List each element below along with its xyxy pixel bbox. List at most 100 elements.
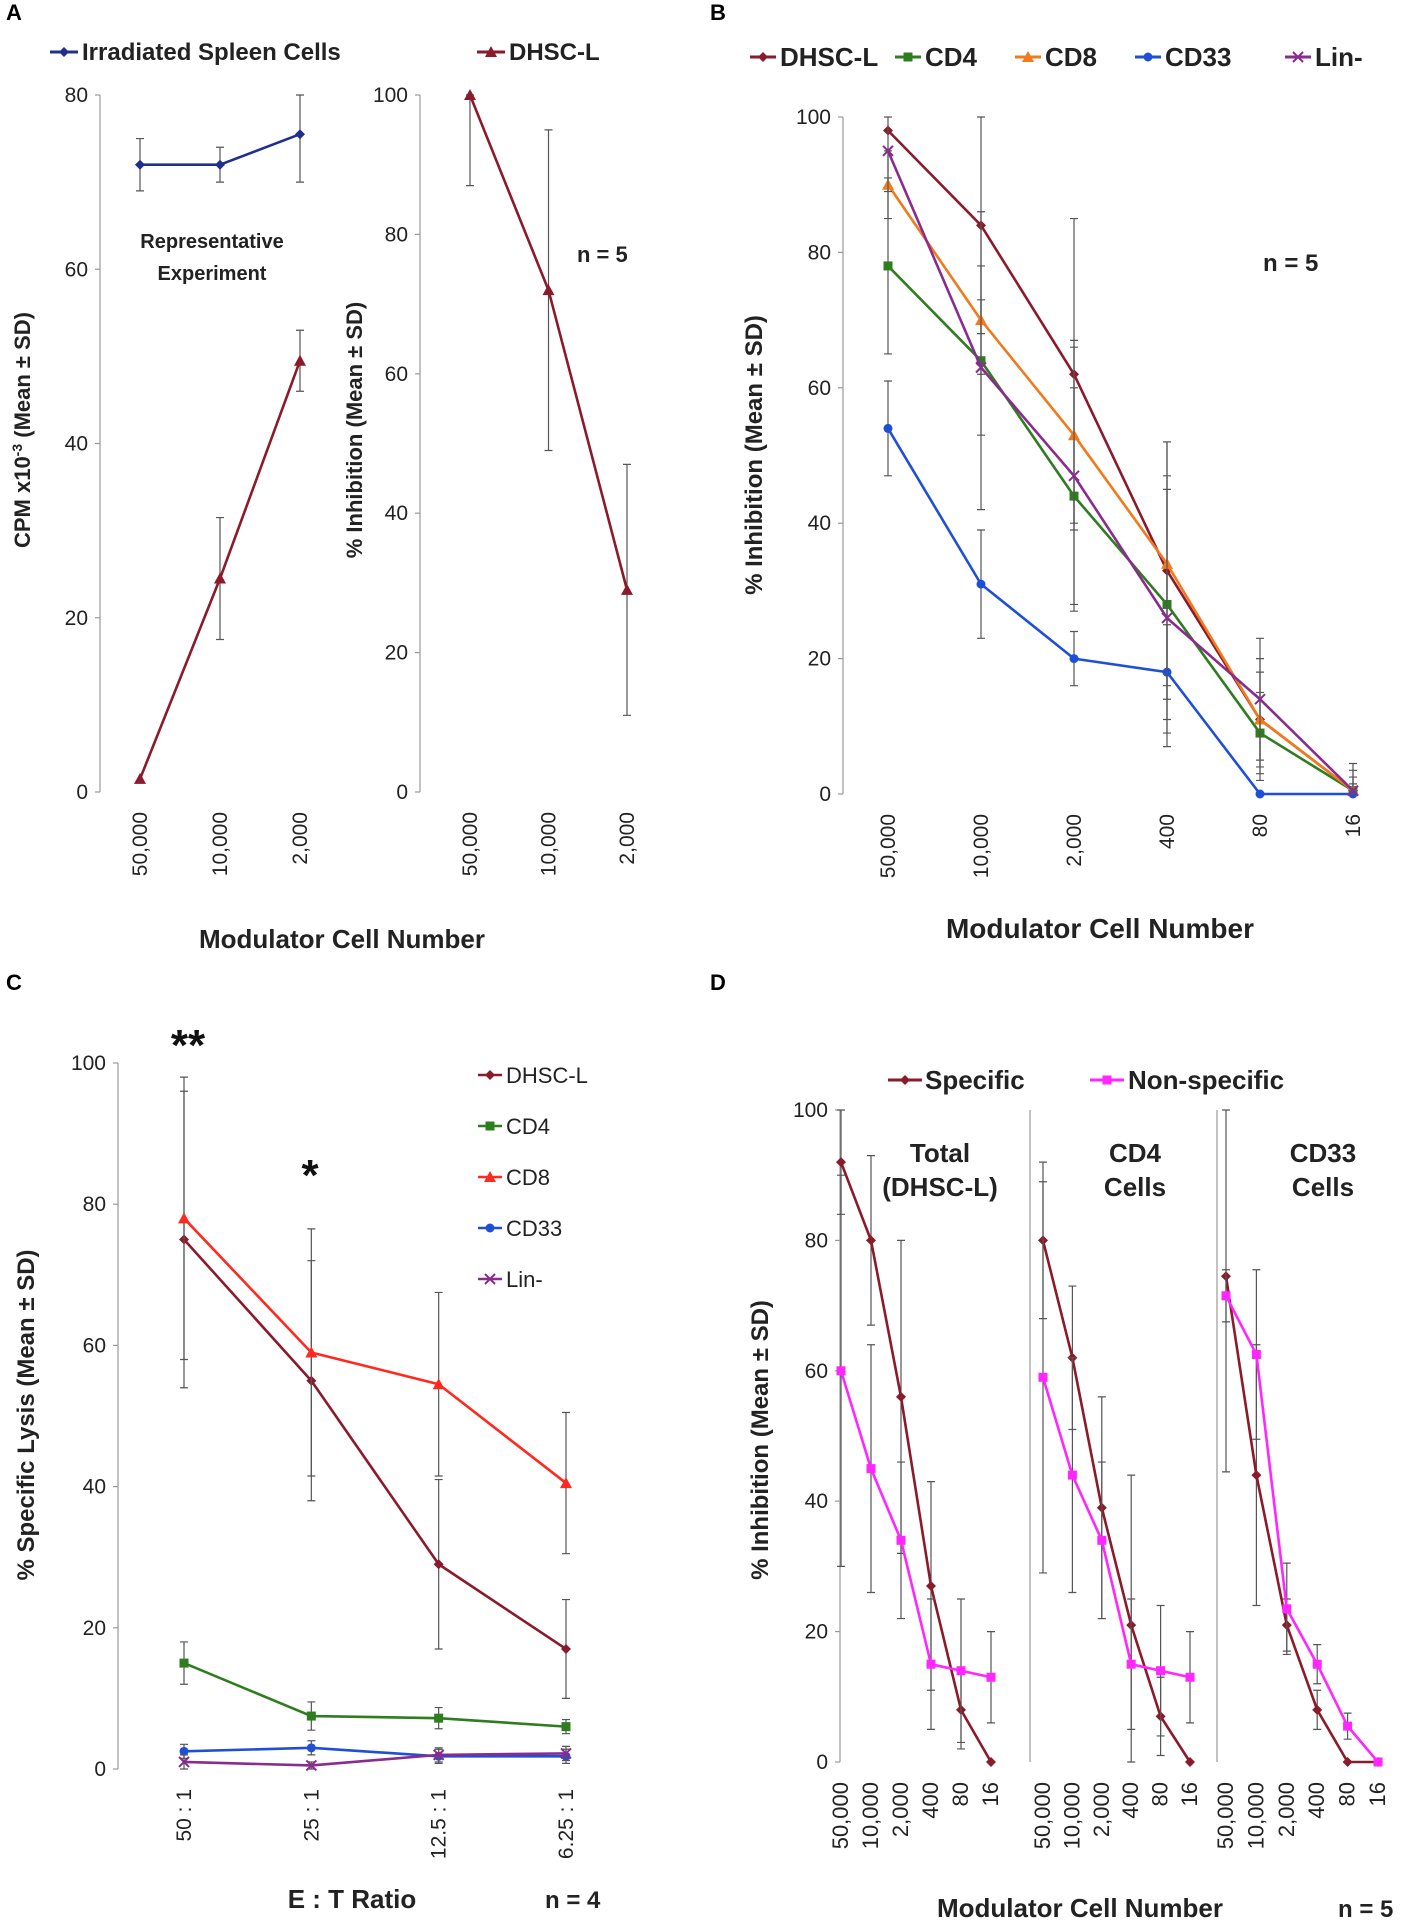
d2-xtick-label: 2,000 [1089, 1782, 1114, 1837]
b-xtick-label: 10,000 [970, 814, 993, 878]
c-point-cd33 [179, 1746, 189, 1756]
d2-point-non-specific [1126, 1659, 1136, 1669]
c-significance-50: ** [171, 1021, 206, 1070]
b-xtick-label: 50,000 [877, 814, 900, 878]
legend-label-nonspecific: Non-specific [1128, 1065, 1284, 1095]
legend-label-dhsc: DHSC-L [509, 39, 600, 66]
d1-title-line2: (DHSC-L) [882, 1172, 998, 1202]
d2-xtick-label: 80 [1148, 1782, 1173, 1806]
c-ytick-label: 80 [83, 1193, 106, 1216]
a1-point-dhsc-l [294, 354, 306, 366]
legend-c-label-cd33: CD33 [506, 1216, 562, 1241]
c-line-dhsc-l [183, 1238, 567, 1651]
d1-ytick-label: 0 [816, 1751, 828, 1774]
a1-annotation-line2: Experiment [158, 263, 267, 285]
d2-line-non-specific [1041, 1376, 1191, 1679]
c-ytick-label: 40 [83, 1476, 106, 1499]
d3-series-specific [1221, 1109, 1383, 1767]
a2-ytick-label: 80 [385, 223, 408, 246]
d1-line-specific [839, 1161, 993, 1763]
c-line-cd8 [183, 1217, 567, 1485]
d2-series-non-specific [1038, 1181, 1195, 1737]
c-significance-25: * [301, 1151, 319, 1200]
d1-ytick-label: 20 [805, 1621, 828, 1644]
legend-c-marker-dhsc-l [485, 1070, 495, 1080]
c-line-cd33 [183, 1746, 566, 1758]
panel-d-legend: Specific Non-specific [888, 1065, 1284, 1095]
d3-xtick-label: 10,000 [1243, 1782, 1268, 1849]
d3-point-specific [1251, 1470, 1262, 1481]
chart-c: 0 20 40 60 80 100 50 : 1 25 : 1 12.5 : 1 6.25 : 1 [71, 1052, 578, 1859]
c-point-cd8 [432, 1378, 445, 1390]
d3-point-specific [1342, 1757, 1353, 1767]
d2-xtick-label: 50,000 [1030, 1782, 1055, 1849]
b-ytick-label: 0 [819, 783, 831, 806]
b-ytick-label: 40 [808, 512, 831, 535]
a1-xtick-label: 10,000 [209, 812, 232, 876]
c-series-cd4 [179, 1641, 571, 1735]
chart-d3: 50,000 10,000 2,000 400 80 16 [1213, 1109, 1390, 1849]
d2-point-non-specific [1097, 1535, 1107, 1545]
d1-point-specific [986, 1757, 996, 1767]
c-xtick-label: 50 : 1 [173, 1789, 196, 1842]
legend-b-label-dhsc-l: DHSC-L [780, 42, 878, 72]
b-xtick-label: 400 [1156, 814, 1179, 849]
d2-title-line2: Cells [1104, 1172, 1166, 1202]
c-point-cd33 [306, 1743, 316, 1753]
c-point-lin [432, 1749, 445, 1761]
legend-c-label-cd8: CD8 [506, 1165, 550, 1190]
legend-label-specific: Specific [925, 1065, 1025, 1095]
c-xlabel: E : T Ratio [288, 1884, 417, 1914]
b-xtick-label: 16 [1342, 814, 1365, 837]
d2-xtick-label: 400 [1118, 1782, 1143, 1819]
d-ylabel: % Inhibition (Mean ± SD) [747, 1300, 774, 1580]
d1-point-non-specific [926, 1659, 936, 1669]
d2-series-specific [1038, 1161, 1195, 1767]
d2-xtick-label: 10,000 [1059, 1782, 1084, 1849]
a2-point-dhsc-l [464, 89, 476, 100]
d1-title-line1: Total [910, 1138, 970, 1168]
b-point-cd33 [883, 423, 893, 433]
a1-ytick-label: 60 [65, 258, 88, 281]
d3-point-non-specific [1343, 1721, 1353, 1731]
b-ytick-label: 100 [796, 106, 831, 129]
a2-series-dhsc-l [464, 89, 633, 716]
d3-series-non-specific [1221, 1269, 1383, 1767]
panel-d-label: D [710, 970, 726, 995]
b-series-lin [882, 116, 1359, 797]
b-point-cd33 [976, 579, 986, 589]
d1-point-specific [896, 1391, 906, 1402]
c-point-lin [305, 1759, 318, 1772]
c-point-dhsc-l [433, 1559, 444, 1570]
c-series-lin [178, 1745, 572, 1772]
a1-point-dhsc-l [134, 772, 146, 784]
b-series-cd33 [883, 380, 1358, 799]
legend-b-label-cd4: CD4 [925, 42, 978, 72]
d1-series-specific [836, 1109, 996, 1767]
a1-point-dhsc-l [214, 572, 226, 584]
d1-xtick-label: 16 [978, 1782, 1003, 1806]
b-line-cd33 [886, 427, 1353, 796]
b-xlabel: Modulator Cell Number [946, 913, 1254, 944]
d3-point-non-specific [1312, 1659, 1322, 1669]
chart-d2: 50,000 10,000 2,000 400 80 16 [1029, 1110, 1202, 1849]
a2-errorbar [466, 94, 474, 187]
d1-series-non-specific [836, 1174, 996, 1744]
legend-c-marker-cd8 [484, 1171, 496, 1182]
a2-ytick-label: 60 [385, 363, 408, 386]
c-ylabel: % Specific Lysis (Mean ± SD) [13, 1249, 40, 1580]
a2-ytick-label: 100 [373, 84, 408, 107]
panel-a-label: A [6, 0, 22, 25]
legend-b-marker-lin [1292, 51, 1304, 63]
d1-xtick-label: 10,000 [858, 1782, 883, 1849]
d3-xtick-label: 80 [1335, 1782, 1360, 1806]
d1-point-specific [866, 1235, 876, 1246]
d3-point-non-specific [1282, 1604, 1292, 1614]
a1-ytick-label: 20 [65, 607, 88, 630]
a2-xtick-label: 2,000 [616, 812, 639, 865]
legend-c-marker-cd4 [485, 1121, 495, 1131]
a2-ytick-label: 20 [385, 642, 408, 665]
chart-a1: 0 20 40 60 80 50,000 10,000 2,000 [65, 84, 312, 876]
b-line-lin [886, 150, 1354, 792]
